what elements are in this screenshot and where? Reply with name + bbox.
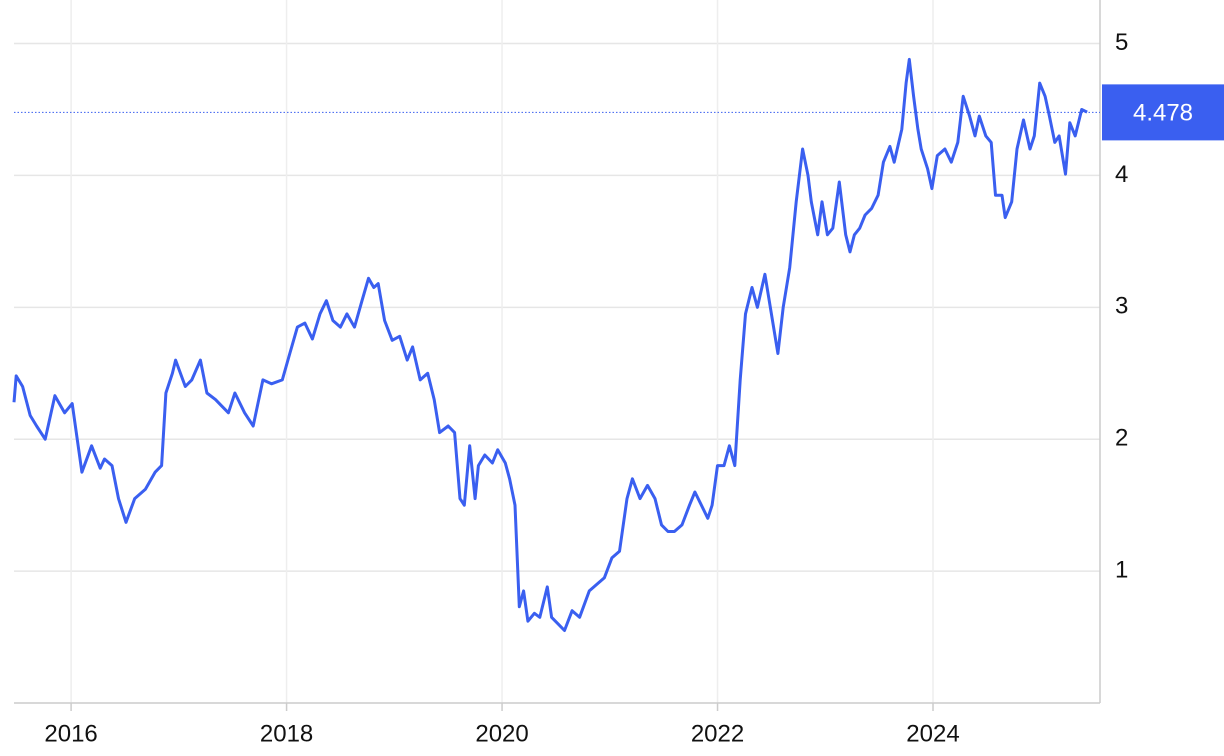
x-tick-label: 2018 [260,720,313,747]
y-tick-label: 5 [1115,29,1128,56]
x-tick-label: 2020 [475,720,528,747]
data-line [12,57,1088,632]
x-tick-label: 2024 [906,720,959,747]
y-tick-label: 1 [1115,556,1128,583]
x-tick-label: 2022 [691,720,744,747]
y-tick-label: 3 [1115,293,1128,320]
y-tick-label: 2 [1115,425,1128,452]
last-value-box [1102,84,1224,141]
last-value-label: 4.478 [1133,100,1193,127]
y-tick-label: 4 [1115,161,1128,188]
x-tick-label: 2016 [44,720,97,747]
